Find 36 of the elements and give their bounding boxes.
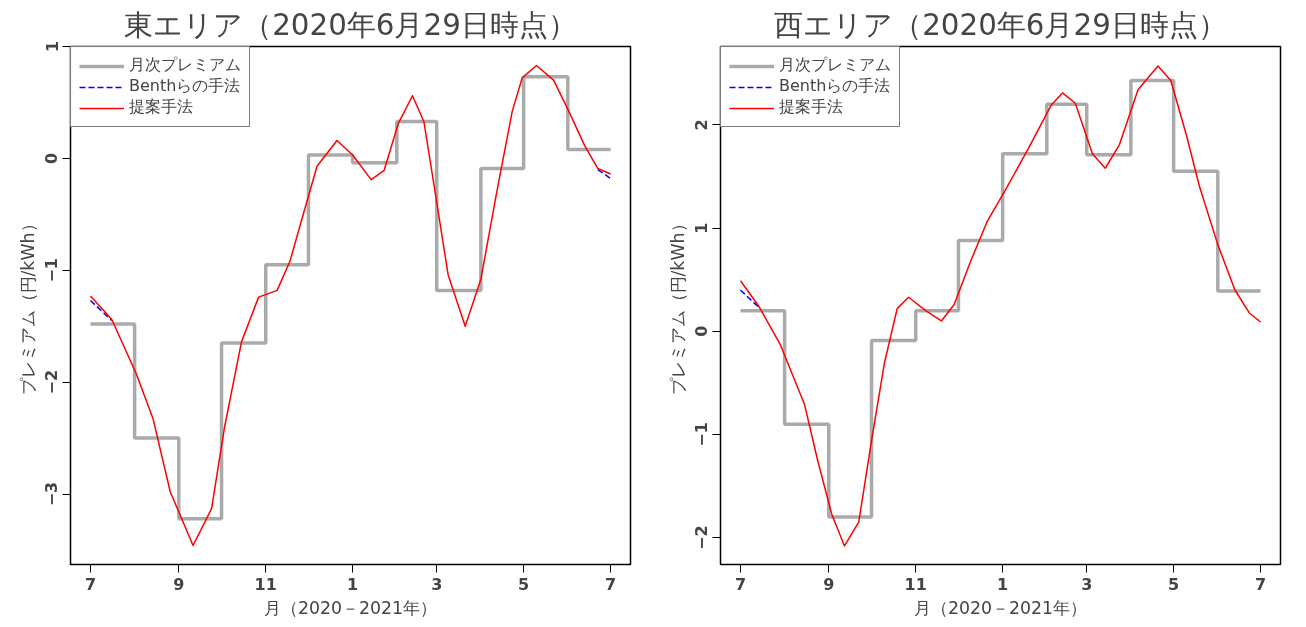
x-tick-label: 1 <box>347 574 359 594</box>
y-tick-label: 0 <box>692 325 712 337</box>
chart-title: 西エリア（2020年6月29日時点） <box>774 7 1227 42</box>
legend-label: 提案手法 <box>129 97 193 118</box>
legend-label: 月次プレミアム <box>129 55 241 76</box>
x-tick-label: 5 <box>1168 574 1180 594</box>
chart-title: 東エリア（2020年6月29日時点） <box>124 7 577 42</box>
y-tick-label: 1 <box>692 222 712 234</box>
x-tick-label: 3 <box>431 574 443 594</box>
x-tick-label: 7 <box>1254 574 1267 594</box>
y-tick-label: −3 <box>42 481 62 507</box>
x-axis-title: 月（2020－2021年） <box>263 597 438 618</box>
x-tick-label: 7 <box>734 574 747 594</box>
legend-label: 月次プレミアム <box>779 55 891 76</box>
y-tick-label: −1 <box>692 422 712 447</box>
x-tick-label: 9 <box>173 574 185 594</box>
x-tick-label: 7 <box>84 574 97 594</box>
legend-label: 提案手法 <box>779 97 843 118</box>
y-axis-title: プレミアム（円/kWh） <box>667 215 688 396</box>
x-tick-label: 1 <box>997 574 1009 594</box>
x-axis-title: 月（2020－2021年） <box>913 597 1088 618</box>
y-tick-label: 0 <box>42 152 62 164</box>
y-tick-label: −2 <box>692 525 712 550</box>
y-tick-label: −1 <box>42 257 62 283</box>
x-tick-label: 11 <box>904 574 927 594</box>
y-tick-label: 2 <box>692 119 712 131</box>
x-tick-label: 5 <box>518 574 530 594</box>
x-tick-label: 9 <box>823 574 835 594</box>
legend-label: Benthらの手法 <box>779 76 891 97</box>
y-tick-label: −2 <box>42 369 62 395</box>
legend-label: Benthらの手法 <box>129 76 241 97</box>
x-tick-label: 3 <box>1081 574 1093 594</box>
x-tick-label: 11 <box>254 574 277 594</box>
y-tick-label: 1 <box>42 40 62 53</box>
x-tick-label: 7 <box>604 574 617 594</box>
y-axis-title: プレミアム（円/kWh） <box>17 215 38 396</box>
